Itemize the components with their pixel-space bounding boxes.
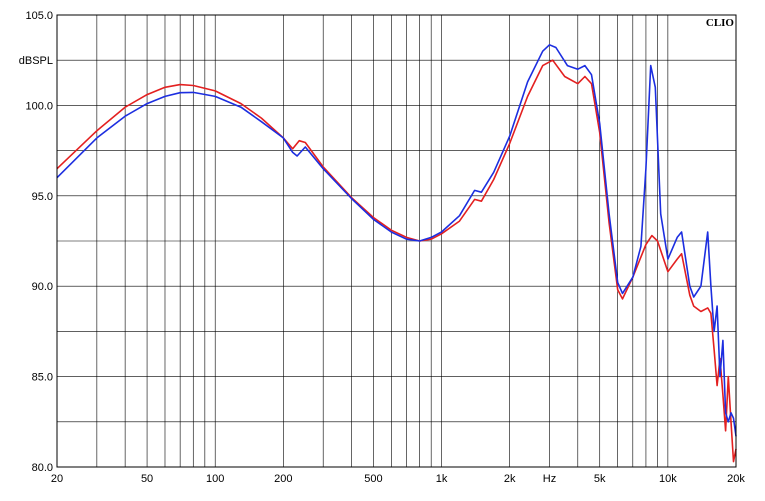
y-tick-label: 95.0 <box>32 191 53 203</box>
x-tick-label: 2k <box>504 473 516 485</box>
clio-brand-label: CLIO <box>706 17 735 29</box>
series-lines <box>56 44 737 463</box>
x-tick-label: 50 <box>141 473 153 485</box>
grid-lines <box>57 15 736 467</box>
y-axis-label: dBSPL <box>19 55 53 67</box>
x-tick-label: 5k <box>594 473 606 485</box>
series-line <box>56 44 737 437</box>
x-tick-label: 500 <box>364 473 382 485</box>
y-tick-label: 105.0 <box>25 10 53 22</box>
x-tick-label: 200 <box>274 473 292 485</box>
x-tick-label: 20k <box>727 473 745 485</box>
y-tick-label: 85.0 <box>32 372 53 384</box>
x-tick-label: 20 <box>51 473 63 485</box>
x-tick-label: 1k <box>436 473 448 485</box>
y-tick-label: 90.0 <box>32 281 53 293</box>
x-tick-label: 100 <box>206 473 224 485</box>
x-tick-label: 10k <box>659 473 677 485</box>
y-tick-label: 80.0 <box>32 462 53 474</box>
series-line <box>56 59 737 463</box>
x-axis-label: Hz <box>543 473 556 485</box>
plot-border <box>56 14 737 468</box>
y-tick-label: 100.0 <box>25 100 53 112</box>
tick-labels: 105.0 100.0 95.0 90.0 85.0 80.020 50 100 200 500 1… <box>25 10 745 485</box>
